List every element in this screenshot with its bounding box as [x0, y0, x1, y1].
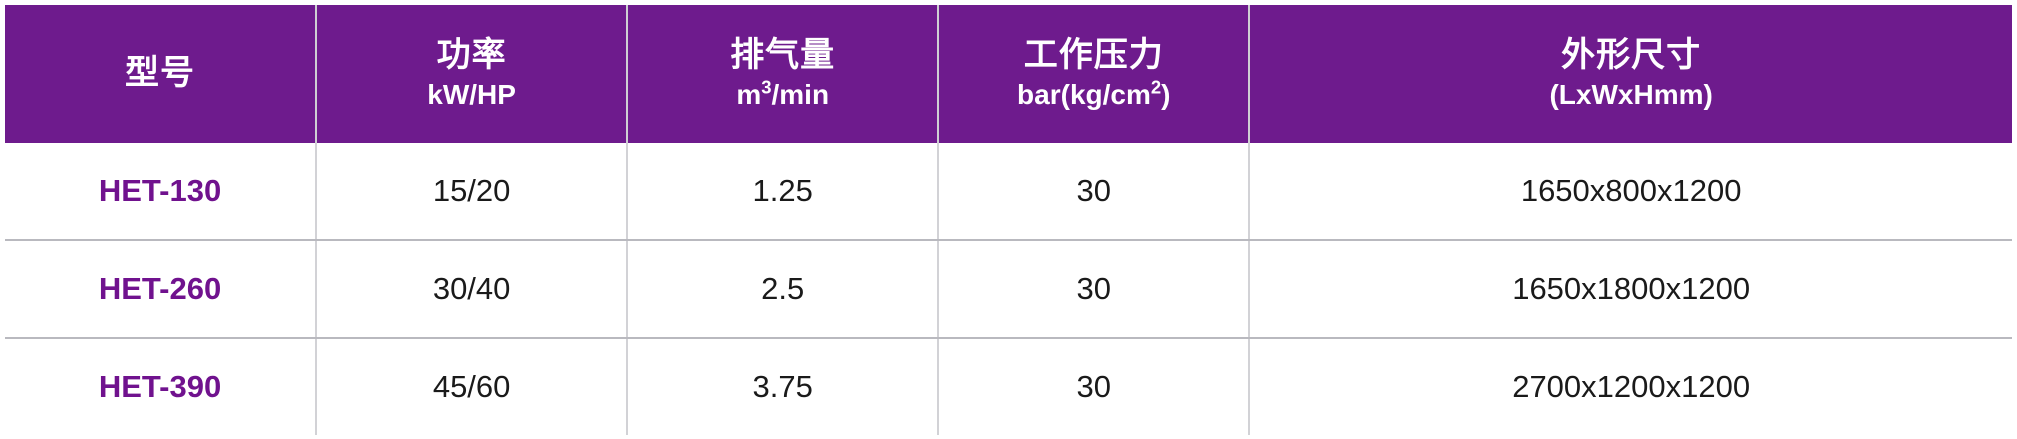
unit-suffix: /min: [771, 78, 830, 110]
compressor-specification-table: 型号 功率 kW/HP 排气量 m3/min 工作压力 bar(kg/cm2) …: [5, 5, 2012, 435]
cell-power: 30/40: [316, 240, 629, 339]
column-header-air-delivery-unit: m3/min: [634, 77, 931, 112]
column-header-pressure-title: 工作压力: [1023, 35, 1164, 74]
table-row: HET-130 15/20 1.25 30 1650x800x1200: [5, 143, 2012, 242]
cell-pressure: 30: [938, 240, 1251, 339]
unit-prefix: m: [736, 78, 762, 110]
cell-air-delivery: 3.75: [627, 337, 940, 435]
column-header-air-delivery: 排气量 m3/min: [627, 5, 940, 143]
column-header-power-title: 功率: [436, 35, 507, 74]
unit-suffix: ): [1161, 78, 1171, 110]
cell-dimensions: 2700x1200x1200: [1249, 337, 2012, 435]
cell-dimensions: 1650x800x1200: [1249, 143, 2012, 242]
unit-superscript: 2: [1150, 76, 1162, 98]
cell-model: HET-130: [5, 143, 318, 242]
cell-pressure: 30: [938, 143, 1251, 242]
column-header-power: 功率 kW/HP: [316, 5, 629, 143]
cell-model: HET-390: [5, 337, 318, 435]
cell-power: 15/20: [316, 143, 629, 242]
cell-air-delivery: 1.25: [627, 143, 940, 242]
header-row: 型号 功率 kW/HP 排气量 m3/min 工作压力 bar(kg/cm2) …: [5, 5, 2012, 143]
column-header-dimensions: 外形尺寸 (LxWxHmm): [1249, 5, 2012, 143]
unit-superscript: 3: [761, 76, 772, 98]
column-header-power-unit: kW/HP: [427, 78, 516, 110]
table-row: HET-260 30/40 2.5 30 1650x1800x1200: [5, 240, 2012, 339]
column-header-air-delivery-title: 排气量: [730, 35, 836, 74]
cell-dimensions: 1650x1800x1200: [1249, 240, 2012, 339]
table-body: HET-130 15/20 1.25 30 1650x800x1200 HET-…: [5, 143, 2012, 435]
column-header-model-title: 型号: [125, 53, 196, 92]
cell-power: 45/60: [316, 337, 629, 435]
cell-model: HET-260: [5, 240, 318, 339]
column-header-model: 型号: [5, 5, 318, 143]
column-header-dimensions-unit: (LxWxHmm): [1549, 78, 1713, 110]
unit-prefix: bar(kg/cm: [1017, 78, 1151, 110]
cell-pressure: 30: [938, 337, 1251, 435]
table-row: HET-390 45/60 3.75 30 2700x1200x1200: [5, 337, 2012, 435]
column-header-pressure: 工作压力 bar(kg/cm2): [938, 5, 1251, 143]
table-header: 型号 功率 kW/HP 排气量 m3/min 工作压力 bar(kg/cm2) …: [5, 5, 2012, 143]
cell-air-delivery: 2.5: [627, 240, 940, 339]
column-header-pressure-unit: bar(kg/cm2): [945, 77, 1242, 112]
column-header-dimensions-title: 外形尺寸: [1561, 35, 1702, 74]
